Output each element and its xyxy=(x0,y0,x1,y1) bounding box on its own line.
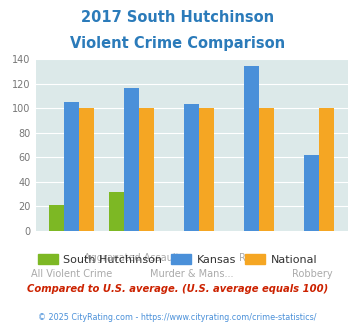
Text: 2017 South Hutchinson: 2017 South Hutchinson xyxy=(81,10,274,25)
Text: Aggravated Assault: Aggravated Assault xyxy=(84,253,179,263)
Text: Murder & Mans...: Murder & Mans... xyxy=(150,269,234,279)
Bar xyxy=(64,102,79,231)
Bar xyxy=(244,66,259,231)
Bar xyxy=(199,109,214,231)
Text: Compared to U.S. average. (U.S. average equals 100): Compared to U.S. average. (U.S. average … xyxy=(27,284,328,294)
Bar xyxy=(109,192,124,231)
Bar xyxy=(259,109,274,231)
Bar xyxy=(79,109,94,231)
Bar xyxy=(139,109,154,231)
Bar xyxy=(124,87,139,231)
Bar xyxy=(184,104,199,231)
Text: All Violent Crime: All Violent Crime xyxy=(31,269,112,279)
Text: Rape: Rape xyxy=(239,253,264,263)
Bar xyxy=(320,109,334,231)
Text: Robbery: Robbery xyxy=(291,269,332,279)
Text: © 2025 CityRating.com - https://www.cityrating.com/crime-statistics/: © 2025 CityRating.com - https://www.city… xyxy=(38,314,317,322)
Text: Violent Crime Comparison: Violent Crime Comparison xyxy=(70,36,285,51)
Bar xyxy=(49,205,64,231)
Legend: South Hutchinson, Kansas, National: South Hutchinson, Kansas, National xyxy=(33,250,322,269)
Bar xyxy=(304,155,320,231)
